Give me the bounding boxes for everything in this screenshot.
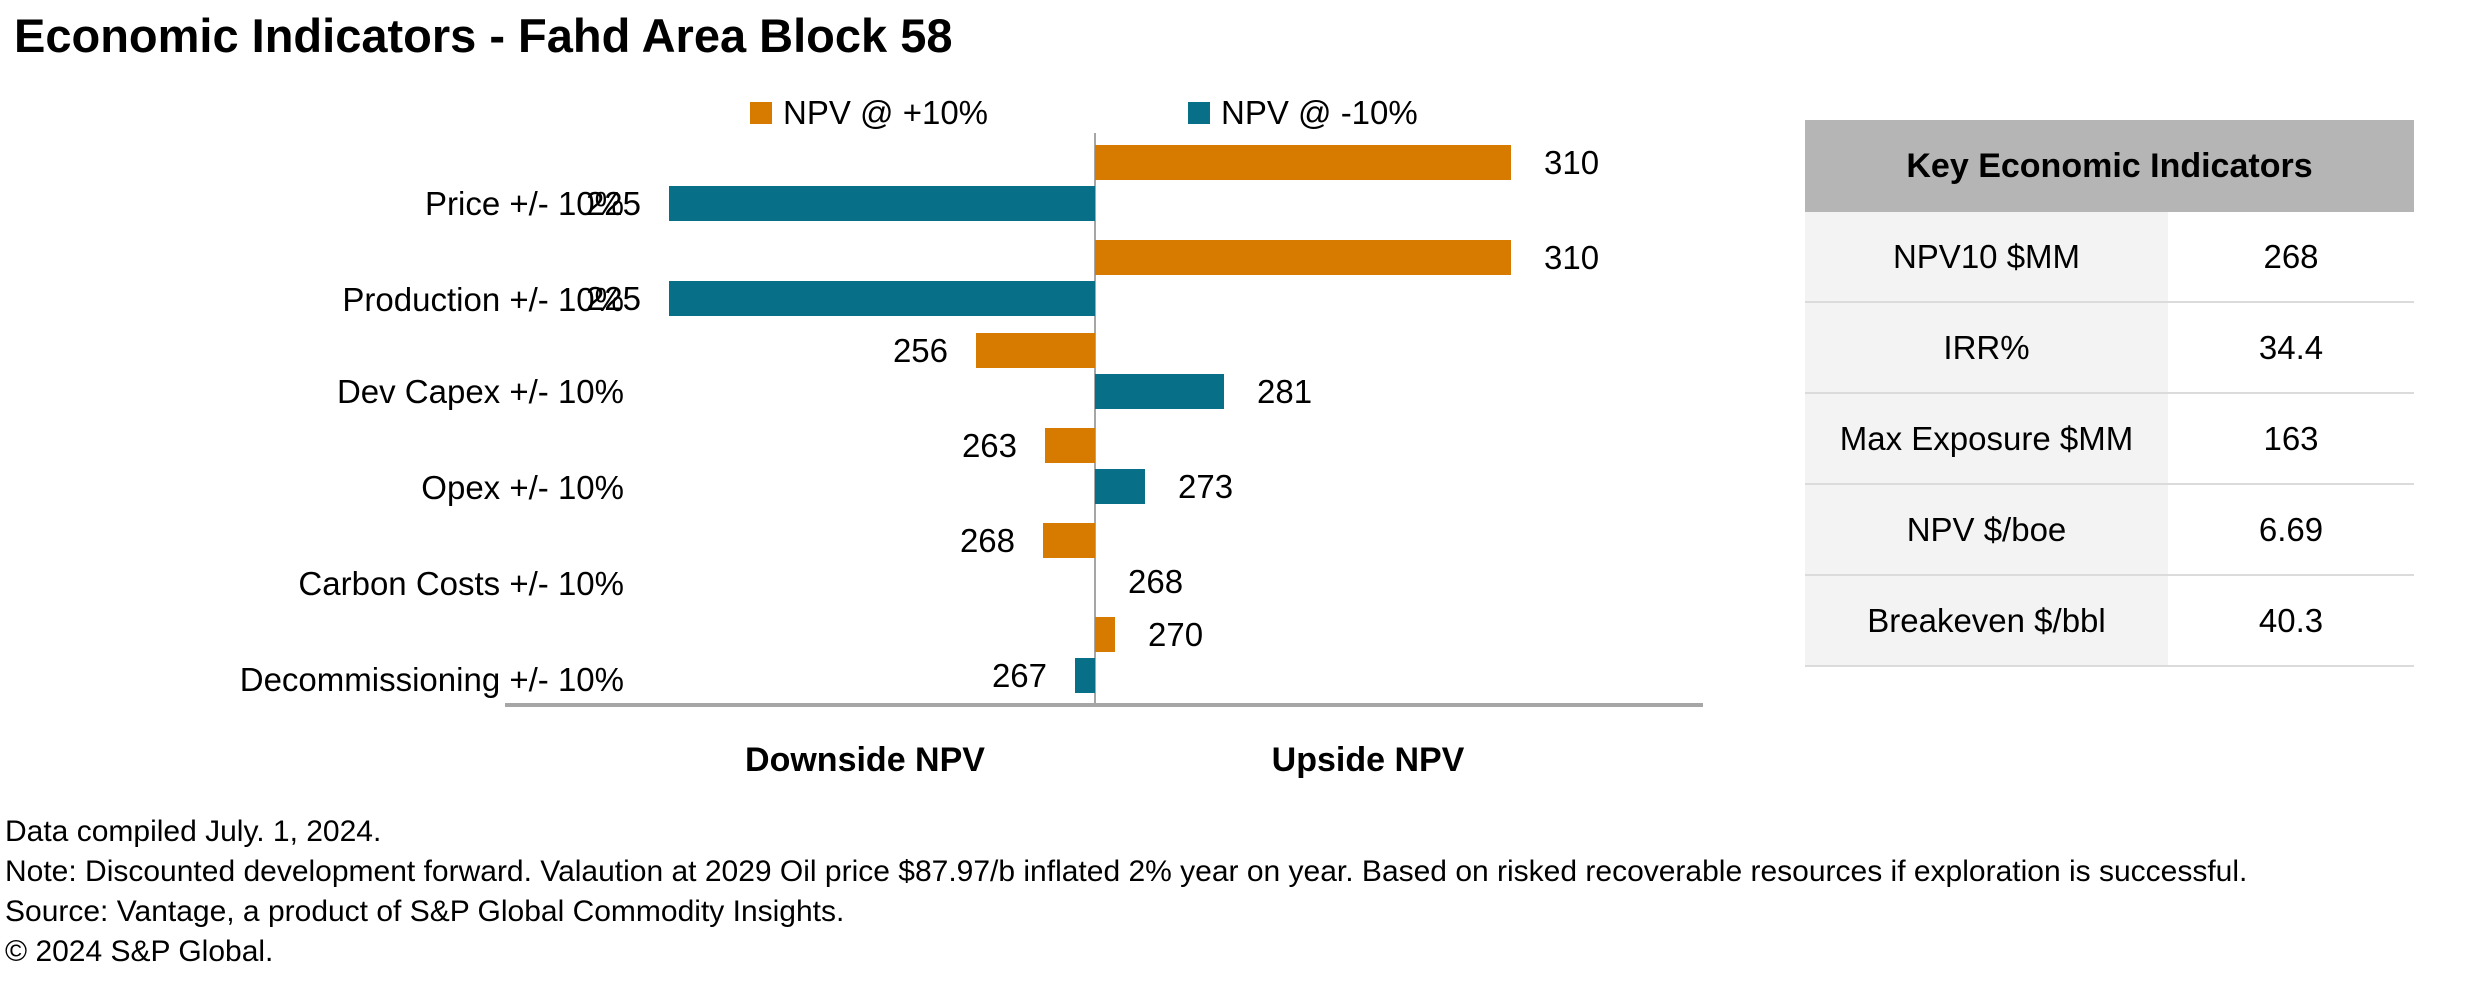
bar-value-label-npv-minus10-row5: 267 <box>991 657 1047 694</box>
page-title: Economic Indicators - Fahd Area Block 58 <box>14 9 953 62</box>
footer-data-compiled: Data compiled July. 1, 2024. <box>5 815 382 848</box>
horizontal-baseline <box>505 703 1703 707</box>
bar-value-label-npv-minus10-row1: 225 <box>585 280 641 317</box>
bar-npv-plus10-row3 <box>1045 428 1095 463</box>
key-economic-indicators-table: Key Economic Indicators NPV10 $MM 268 IR… <box>1805 120 2414 667</box>
axis-caption-upside: Upside NPV <box>1271 741 1465 779</box>
table-row-label: IRR% <box>1805 303 2168 392</box>
bar-npv-plus10-row2 <box>976 333 1095 368</box>
axis-caption-downside: Downside NPV <box>745 741 985 779</box>
bar-npv-plus10-row4 <box>1043 523 1095 558</box>
table-row-value: 268 <box>2168 212 2414 301</box>
footer-source: Source: Vantage, a product of S&P Global… <box>5 895 845 928</box>
table-row-value: 6.69 <box>2168 485 2414 574</box>
category-label-decommissioning: Decommissioning +/- 10% <box>239 661 624 698</box>
bar-npv-minus10-row1 <box>669 281 1095 316</box>
vertical-axis-line <box>1094 133 1096 705</box>
bar-npv-minus10-row2 <box>1095 374 1224 409</box>
bar-value-label-npv-plus10-row3: 263 <box>961 427 1017 464</box>
table-row-label: NPV $/boe <box>1805 485 2168 574</box>
bar-npv-plus10-row0 <box>1095 145 1511 180</box>
table-row-value: 40.3 <box>2168 576 2414 665</box>
bar-value-label-npv-minus10-row4: 268 <box>1128 563 1184 600</box>
table-row-label: Breakeven $/bbl <box>1805 576 2168 665</box>
table-row: Breakeven $/bbl 40.3 <box>1805 576 2414 667</box>
bar-npv-minus10-row0 <box>669 186 1095 221</box>
legend-item-upside: NPV @ +10% <box>750 94 989 131</box>
footer-copyright: © 2024 S&P Global. <box>5 935 274 968</box>
bar-value-label-npv-minus10-row0: 225 <box>585 185 641 222</box>
table-row: NPV10 $MM 268 <box>1805 212 2414 303</box>
category-label-price: Price +/- 10% <box>425 185 624 222</box>
legend-swatch-teal-icon <box>1188 102 1210 124</box>
footer-notes: Data compiled July. 1, 2024. Note: Disco… <box>5 812 2470 972</box>
category-label-carbon-costs: Carbon Costs +/- 10% <box>298 565 624 602</box>
category-label-opex: Opex +/- 10% <box>421 469 624 506</box>
table-row: NPV $/boe 6.69 <box>1805 485 2414 576</box>
bar-npv-plus10-row1 <box>1095 240 1511 275</box>
bar-value-label-npv-plus10-row4: 268 <box>959 522 1015 559</box>
bar-npv-minus10-row3 <box>1095 469 1145 504</box>
bar-npv-plus10-row5 <box>1095 617 1115 652</box>
table-row: IRR% 34.4 <box>1805 303 2414 394</box>
table-row-label: Max Exposure $MM <box>1805 394 2168 483</box>
table-row-value: 163 <box>2168 394 2414 483</box>
bar-npv-minus10-row5 <box>1075 658 1095 693</box>
bar-value-label-npv-plus10-row1: 310 <box>1544 239 1600 276</box>
bar-value-label-npv-plus10-row0: 310 <box>1544 144 1600 181</box>
table-row-label: NPV10 $MM <box>1805 212 2168 301</box>
legend-label-upside: NPV @ +10% <box>783 94 989 131</box>
bar-value-label-npv-plus10-row5: 270 <box>1148 616 1204 653</box>
category-label-production: Production +/- 10% <box>342 281 624 318</box>
legend-label-downside: NPV @ -10% <box>1221 94 1418 131</box>
bar-value-label-npv-minus10-row2: 281 <box>1257 373 1313 410</box>
table-header: Key Economic Indicators <box>1805 120 2414 212</box>
bar-value-label-npv-plus10-row2: 256 <box>892 332 948 369</box>
footer-note: Note: Discounted development forward. Va… <box>5 855 2248 888</box>
bar-value-label-npv-minus10-row3: 273 <box>1178 468 1234 505</box>
table-row: Max Exposure $MM 163 <box>1805 394 2414 485</box>
category-label-dev-capex: Dev Capex +/- 10% <box>336 373 624 410</box>
legend-swatch-orange-icon <box>750 102 772 124</box>
legend-item-downside: NPV @ -10% <box>1188 94 1418 131</box>
table-row-value: 34.4 <box>2168 303 2414 392</box>
